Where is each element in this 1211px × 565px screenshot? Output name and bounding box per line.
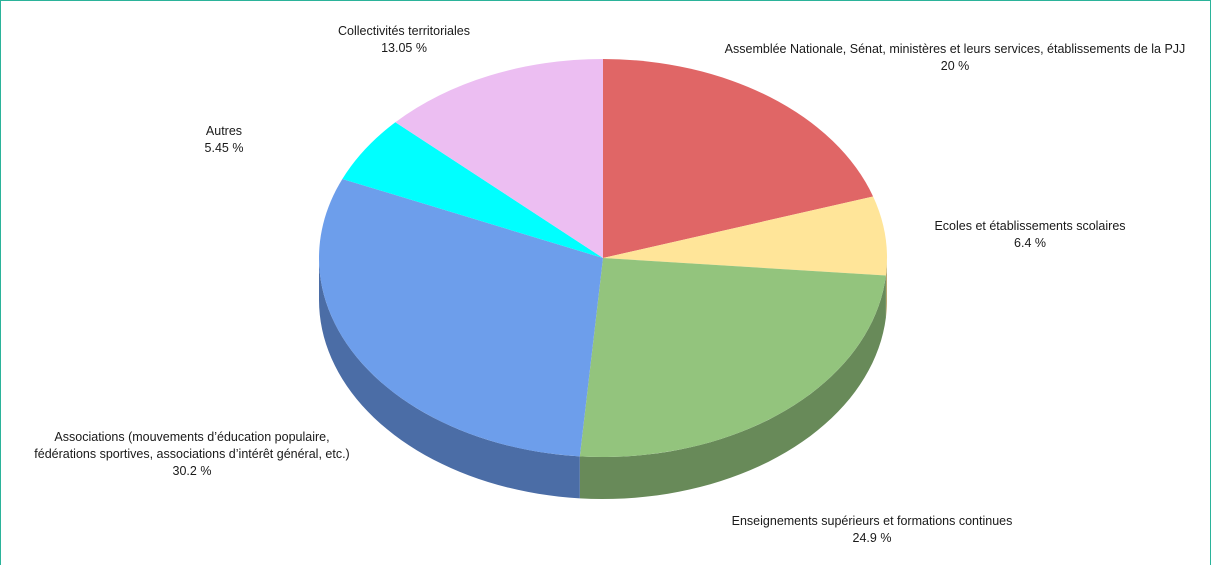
slice-label-line-3-1: fédérations sportives, associations d’in… [34, 447, 349, 461]
pie-slice-1 [603, 196, 887, 276]
slice-label-4: Autres 5.45 % [205, 124, 244, 155]
slice-value-4: 5.45 % [205, 141, 244, 155]
slice-label-1: Ecoles et établissements scolaires 6.4 % [934, 219, 1125, 250]
pie-slice-side-2 [579, 275, 886, 499]
slice-value-1: 6.4 % [1014, 236, 1046, 250]
pie-slice-3 [319, 178, 603, 457]
slice-label-line-0-0: Assemblée Nationale, Sénat, ministères e… [725, 42, 1186, 56]
slice-label-2: Enseignements supérieurs et formations c… [732, 514, 1013, 545]
pie-slice-0 [603, 59, 874, 258]
pie-tops [319, 59, 887, 458]
pie-slice-side-1 [885, 258, 887, 318]
slice-label-5: Collectivités territoriales 13.05 % [338, 24, 470, 55]
slice-label-line-1-0: Ecoles et établissements scolaires [934, 219, 1125, 233]
slice-label-0: Assemblée Nationale, Sénat, ministères e… [725, 42, 1186, 73]
slice-value-3: 30.2 % [173, 464, 212, 478]
slice-label-line-5-0: Collectivités territoriales [338, 24, 470, 38]
slice-label-3: Associations (mouvements d’éducation pop… [34, 430, 349, 478]
slice-value-5: 13.05 % [381, 41, 427, 55]
slice-value-2: 24.9 % [853, 531, 892, 545]
slice-label-line-4-0: Autres [206, 124, 242, 138]
pie-labels: Assemblée Nationale, Sénat, ministères e… [34, 24, 1185, 545]
slice-label-line-2-0: Enseignements supérieurs et formations c… [732, 514, 1013, 528]
pie-slice-side-3 [319, 258, 580, 499]
pie-slice-5 [395, 59, 603, 258]
pie-slice-2 [579, 258, 886, 458]
pie-sides [319, 258, 887, 499]
pie-slice-4 [342, 122, 603, 258]
slice-value-0: 20 % [941, 59, 970, 73]
slice-label-line-3-0: Associations (mouvements d’éducation pop… [54, 430, 329, 444]
